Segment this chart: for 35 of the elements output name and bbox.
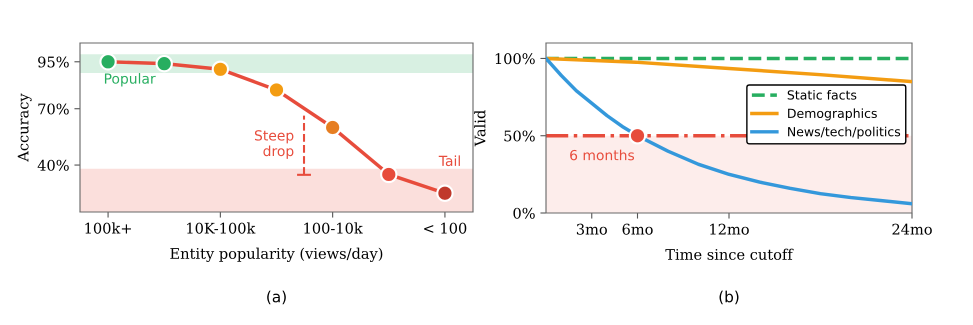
x-axis-title: Entity popularity (views/day) bbox=[170, 248, 382, 262]
legend-label: News/tech/politics bbox=[788, 126, 900, 139]
x-tick-label: 12mo bbox=[710, 224, 749, 235]
x-axis-title: Time since cutoff bbox=[665, 248, 794, 260]
y-tick-label: 95% bbox=[38, 56, 69, 68]
text: (a) bbox=[267, 290, 286, 304]
point bbox=[380, 166, 398, 184]
x-tick-label: 100-10k bbox=[304, 222, 363, 234]
y-axis-title: Valid bbox=[474, 110, 486, 146]
x-tick-label: 10K-100k bbox=[187, 222, 256, 234]
y-tick-label: 100% bbox=[496, 53, 535, 64]
text: (b) bbox=[720, 290, 738, 304]
point bbox=[436, 184, 454, 202]
y-axis-title: Accuracy bbox=[18, 93, 32, 162]
x-tick-label: 6mo bbox=[622, 224, 653, 235]
x-tick-label: 100k+ bbox=[85, 222, 131, 234]
x-tick-label: 3mo bbox=[576, 224, 607, 235]
point bbox=[324, 118, 342, 136]
y-tick-label: 0% bbox=[513, 208, 535, 219]
point bbox=[212, 60, 230, 78]
point bbox=[99, 53, 117, 70]
band-label: Popular bbox=[104, 73, 156, 86]
legend-label: Static facts bbox=[788, 90, 856, 100]
legend-label: Demographics bbox=[788, 108, 877, 120]
x-tick-label: < 100 bbox=[424, 222, 466, 234]
line-series bbox=[546, 56, 912, 84]
y-tick-label: 40% bbox=[38, 160, 69, 171]
line-series bbox=[546, 56, 912, 206]
band-label: Tail bbox=[438, 155, 460, 166]
y-tick-label: 70% bbox=[38, 103, 69, 114]
annotation: Steep drop bbox=[254, 130, 294, 159]
x-tick-label: 24mo bbox=[892, 224, 932, 235]
annotation: 6 months bbox=[570, 150, 634, 160]
point bbox=[156, 54, 173, 72]
y-tick-label: 50% bbox=[504, 130, 535, 142]
